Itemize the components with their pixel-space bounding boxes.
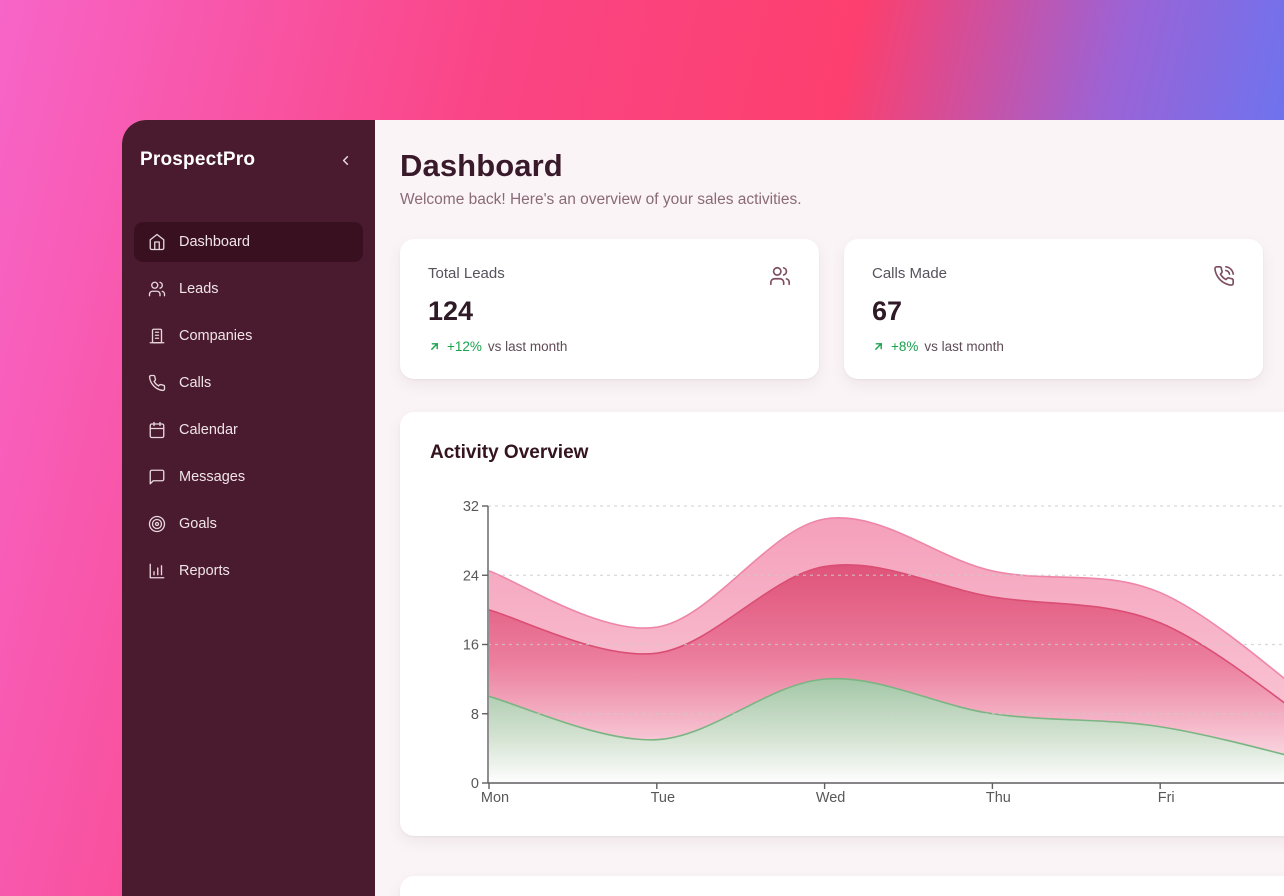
message-square-icon (148, 468, 166, 486)
svg-text:8: 8 (471, 707, 479, 723)
trend-up-icon (428, 340, 441, 353)
page-title: Dashboard (400, 148, 563, 183)
sidebar-item-leads[interactable]: Leads (134, 269, 363, 309)
activity-area-chart: 08162432MonTueWedThuFriSat (463, 499, 1284, 806)
svg-text:Wed: Wed (816, 790, 846, 806)
sidebar-item-calls[interactable]: Calls (134, 363, 363, 403)
trend-suffix: vs last month (924, 339, 1004, 354)
stat-label: Calls Made (872, 265, 948, 282)
trend-percent: +8% (891, 339, 919, 354)
chart-title: Activity Overview (430, 442, 589, 463)
users-icon (148, 280, 166, 298)
svg-text:Fri: Fri (1158, 790, 1175, 806)
sidebar-nav: Dashboard Leads Companies Calls (134, 222, 363, 591)
page-subtitle: Welcome back! Here's an overview of your… (400, 191, 802, 208)
svg-text:Mon: Mon (481, 790, 509, 806)
partial-card (400, 876, 1284, 896)
sidebar-item-label: Calendar (179, 422, 238, 438)
stat-trend: +12% vs last month (428, 339, 791, 354)
sidebar-collapse-button[interactable] (333, 148, 357, 172)
stat-label: Total Leads (428, 265, 505, 282)
svg-text:Tue: Tue (651, 790, 675, 806)
phone-icon (148, 374, 166, 392)
sidebar: ProspectPro Dashboard Leads (122, 120, 375, 896)
home-icon (148, 233, 166, 251)
sidebar-header: ProspectPro (134, 148, 363, 172)
sidebar-item-label: Goals (179, 516, 217, 532)
main-content: Dashboard Welcome back! Here's an overvi… (375, 120, 1284, 896)
sidebar-item-goals[interactable]: Goals (134, 504, 363, 544)
sidebar-item-calendar[interactable]: Calendar (134, 410, 363, 450)
building-icon (148, 327, 166, 345)
stat-value: 67 (872, 296, 903, 326)
stat-card-calls-made: Calls Made 67 +8% vs last month (844, 239, 1263, 379)
stat-card-total-leads: Total Leads 124 +12% vs last month (400, 239, 819, 379)
chevron-left-icon (342, 155, 348, 165)
brand-logo: ProspectPro (140, 149, 256, 170)
sidebar-item-label: Leads (179, 281, 219, 297)
trend-percent: +12% (447, 339, 482, 354)
trend-up-icon (872, 340, 885, 353)
stat-value: 124 (428, 296, 474, 326)
users-icon (769, 265, 791, 287)
sidebar-item-label: Companies (179, 328, 253, 344)
sidebar-item-dashboard[interactable]: Dashboard (134, 222, 363, 262)
sidebar-item-messages[interactable]: Messages (134, 457, 363, 497)
sidebar-item-label: Dashboard (179, 234, 250, 250)
stats-row: Total Leads 124 +12% vs last month Calls (400, 239, 1284, 379)
bar-chart-icon (148, 562, 166, 580)
svg-text:24: 24 (463, 568, 479, 584)
app-window: ProspectPro Dashboard Leads (122, 120, 1284, 896)
svg-text:32: 32 (463, 499, 479, 515)
calendar-icon (148, 421, 166, 439)
sidebar-item-label: Reports (179, 563, 230, 579)
svg-text:16: 16 (463, 638, 479, 654)
sidebar-item-label: Calls (179, 375, 212, 391)
sidebar-item-companies[interactable]: Companies (134, 316, 363, 356)
target-icon (148, 515, 166, 533)
svg-text:0: 0 (471, 776, 479, 792)
stat-trend: +8% vs last month (872, 339, 1235, 354)
trend-suffix: vs last month (487, 339, 568, 354)
sidebar-item-reports[interactable]: Reports (134, 551, 363, 591)
phone-call-icon (1213, 265, 1235, 287)
sidebar-item-label: Messages (179, 469, 246, 485)
svg-text:Thu: Thu (986, 790, 1011, 806)
activity-overview-card: Activity Overview 0 8 16 24 32 Mon Tue Wed Thu Fr… (400, 412, 1284, 836)
